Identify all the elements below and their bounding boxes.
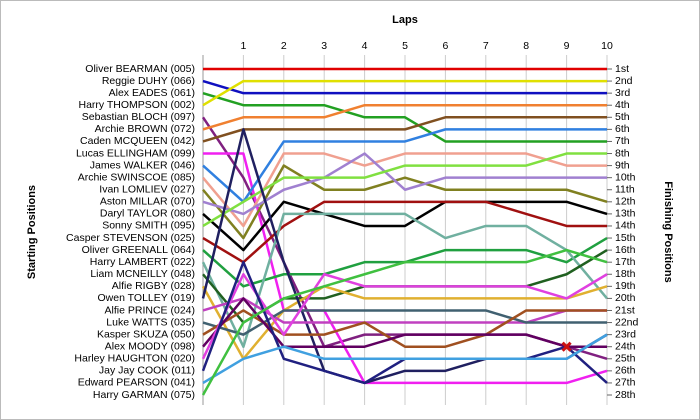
y2-tick-label: 16th bbox=[615, 244, 636, 256]
x-tick-label: 10 bbox=[601, 40, 613, 52]
lap-line bbox=[202, 164, 608, 240]
x-tick-label: 5 bbox=[402, 40, 408, 52]
lap-line bbox=[201, 212, 608, 348]
x-tick-label: 1 bbox=[240, 40, 246, 52]
legend-label: James WALKER (046) bbox=[90, 159, 195, 171]
x-tick-label: 6 bbox=[442, 40, 448, 52]
lap-line bbox=[201, 273, 608, 360]
lap-line bbox=[202, 152, 607, 228]
x-tick-label: 2 bbox=[281, 40, 287, 52]
legend-label: Alex EADES (061) bbox=[109, 87, 195, 99]
y2-tick-label: 22nd bbox=[615, 316, 639, 328]
lap-line bbox=[202, 91, 607, 143]
lap-line bbox=[202, 333, 608, 384]
legend-label: Luke WATTS (035) bbox=[106, 316, 195, 328]
y2-tick-label: 5th bbox=[615, 111, 630, 123]
legend-label: Lucas ELLINGHAM (099) bbox=[76, 147, 195, 159]
lap-line bbox=[202, 152, 607, 228]
y2-tick-label: 13th bbox=[615, 208, 636, 220]
lap-line bbox=[202, 103, 607, 131]
legend-label: Kasper SKUZA (050) bbox=[97, 328, 195, 340]
legend-label: Sebastian BLOCH (097) bbox=[82, 111, 195, 123]
legend-label: Alex MOODY (098) bbox=[105, 340, 195, 352]
y2-tick-label: 8th bbox=[615, 147, 630, 159]
legend-label: Daryl TAYLOR (080) bbox=[100, 208, 195, 220]
y2-tick-label: 11th bbox=[615, 184, 635, 196]
legend-label: Sonny SMITH (095) bbox=[102, 220, 195, 232]
legend-label: Oliver BEARMAN (005) bbox=[85, 63, 195, 75]
y2-tick-label: 21st bbox=[615, 304, 635, 316]
retire-marker bbox=[561, 341, 572, 352]
y2-tick-label: 27th bbox=[615, 377, 636, 389]
y2-tick-label: 19th bbox=[615, 280, 636, 292]
lap-line bbox=[202, 79, 607, 107]
lap-line bbox=[202, 297, 607, 348]
y2-tick-label: 9th bbox=[615, 159, 630, 171]
y2-tick-label: 7th bbox=[615, 135, 630, 147]
legend-label: Archie SWINSCOE (085) bbox=[78, 171, 195, 183]
y2-tick-label: 24th bbox=[615, 340, 636, 352]
legend-label: Reggie DUHY (066) bbox=[102, 75, 195, 87]
x-tick-label: 8 bbox=[523, 40, 529, 52]
legend-label: Caden MCQUEEN (042) bbox=[80, 135, 195, 147]
lap-line bbox=[202, 309, 607, 336]
y2-tick-label: 12th bbox=[615, 196, 636, 208]
y2-tick-label: 2nd bbox=[615, 75, 633, 87]
y-axis-label: Starting Positions bbox=[26, 185, 38, 279]
y2-tick-label: 25th bbox=[615, 353, 636, 365]
legend-label: Liam MCNEILLY (048) bbox=[90, 268, 195, 280]
lap-line bbox=[201, 248, 608, 396]
lap-line bbox=[202, 128, 607, 204]
legend-label: Jay Jay COOK (011) bbox=[99, 365, 195, 377]
lap-line bbox=[202, 200, 607, 264]
legend-label: Ivan LOMLIEV (027) bbox=[99, 184, 195, 196]
legend-label: Harry GARMAN (075) bbox=[93, 389, 195, 401]
y2-tick-label: 6th bbox=[615, 123, 630, 135]
y2-tick-label: 1st bbox=[615, 63, 629, 75]
y2-tick-label: 26th bbox=[615, 365, 636, 377]
y2-tick-label: 14th bbox=[615, 220, 636, 232]
y2-tick-label: 20th bbox=[615, 292, 636, 304]
legend-label: Oliver GREENALL (064) bbox=[82, 244, 195, 256]
y2-tick-label: 15th bbox=[615, 232, 636, 244]
legend-label: Owen TOLLEY (019) bbox=[98, 292, 195, 304]
chart-title: Laps bbox=[392, 14, 418, 26]
lap-line bbox=[202, 152, 607, 216]
x-tick-label: 3 bbox=[321, 40, 327, 52]
y2-tick-label: 28th bbox=[615, 389, 636, 401]
lap-line bbox=[202, 116, 607, 143]
legend-label: Archie BROWN (072) bbox=[95, 123, 195, 135]
lap-line bbox=[202, 79, 607, 95]
legend-label: Alfie RIGBY (028) bbox=[112, 280, 195, 292]
y2-tick-label: 4th bbox=[615, 99, 630, 111]
legend-label: Aston MILLAR (070) bbox=[100, 196, 195, 208]
x-tick-label: 4 bbox=[362, 40, 368, 52]
y2-tick-label: 18th bbox=[615, 268, 636, 280]
y2-tick-label: 10th bbox=[615, 171, 636, 183]
x-tick-label: 9 bbox=[564, 40, 570, 52]
legend-label: Casper STEVENSON (025) bbox=[66, 232, 195, 244]
legend-label: Harry LAMBERT (022) bbox=[90, 256, 195, 268]
legend-label: Harley HAUGHTON (020) bbox=[74, 353, 195, 365]
y2-tick-label: 17th bbox=[615, 256, 636, 268]
y2-axis-label: Finishing Positions bbox=[662, 181, 674, 282]
legend-label: Harry THOMPSON (002) bbox=[79, 99, 196, 111]
legend-label: Edward PEARSON (041) bbox=[78, 377, 195, 389]
x-tick-label: 7 bbox=[483, 40, 489, 52]
y2-tick-label: 23rd bbox=[615, 328, 636, 340]
y2-tick-label: 3rd bbox=[615, 87, 630, 99]
legend-label: Alfie PRINCE (024) bbox=[105, 304, 195, 316]
